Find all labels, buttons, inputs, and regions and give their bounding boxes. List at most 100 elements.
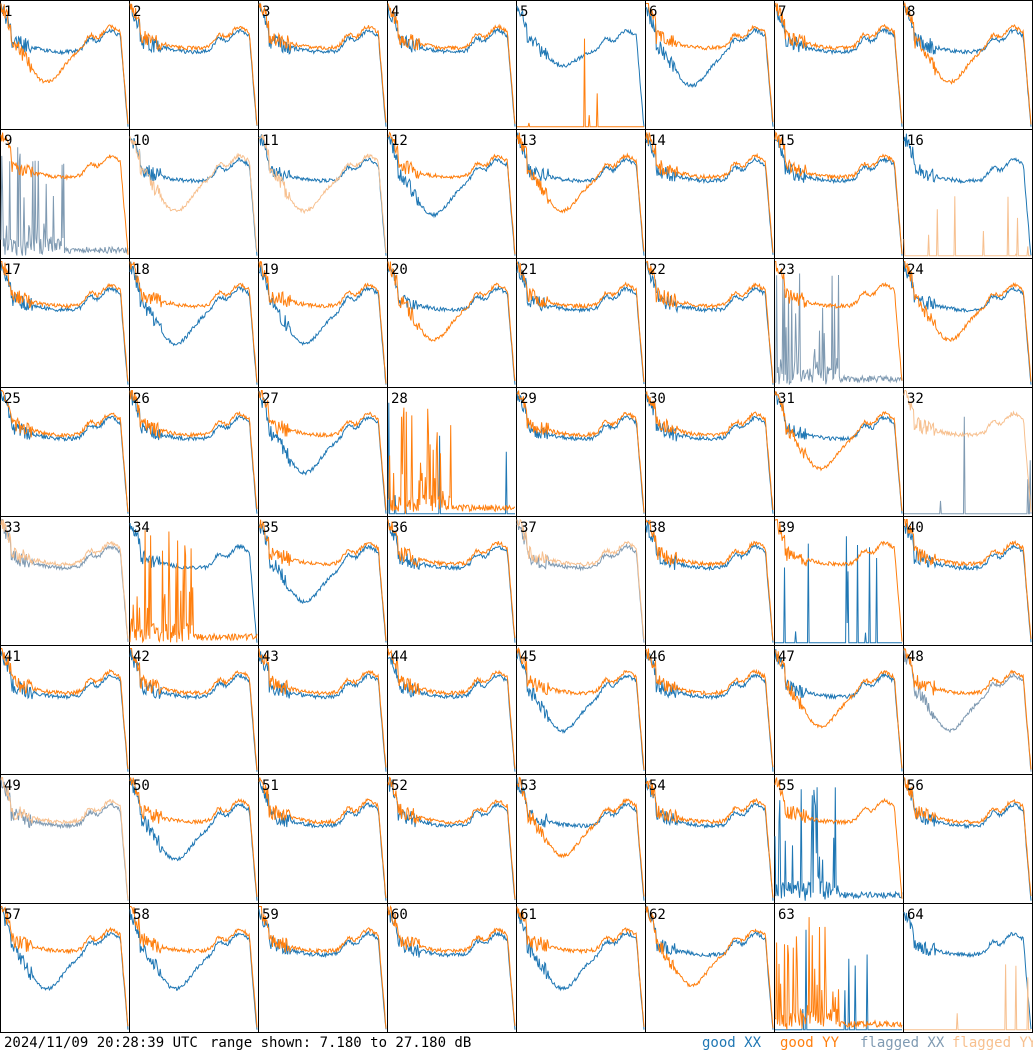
series-yy-line xyxy=(1,906,129,1027)
panel-29: 29 xyxy=(516,387,646,517)
panel-31: 31 xyxy=(774,387,904,517)
series-xx-line xyxy=(645,905,774,1030)
panel-label: 30 xyxy=(649,391,666,407)
series-xx-line xyxy=(387,522,516,643)
panel-1: 1 xyxy=(0,0,130,130)
series-yy-line xyxy=(903,1,1032,125)
panel-label: 26 xyxy=(133,391,150,407)
series-yy-line xyxy=(258,390,387,511)
panel-37: 37 xyxy=(516,516,646,646)
panel-54: 54 xyxy=(645,774,775,904)
panel-label: 23 xyxy=(778,262,795,278)
panel-25: 25 xyxy=(0,387,130,517)
footer-bar: 2024/11/09 20:28:39 UTC range shown: 7.1… xyxy=(0,1033,1033,1053)
panel-label: 49 xyxy=(4,778,21,794)
panel-label: 7 xyxy=(778,4,786,20)
series-yy-line xyxy=(258,3,387,123)
series-yy-line xyxy=(774,2,903,124)
panel-label: 40 xyxy=(907,520,924,536)
legend-good-xx: good XX xyxy=(702,1035,762,1051)
panel-64: 64 xyxy=(903,903,1033,1033)
panel-53: 53 xyxy=(516,774,646,904)
panel-56: 56 xyxy=(903,774,1033,904)
panel-55: 55 xyxy=(774,774,904,904)
panel-label: 21 xyxy=(520,262,537,278)
panel-frame xyxy=(387,387,517,517)
series-xx-line xyxy=(903,3,1032,127)
series-yy-line xyxy=(130,906,258,1028)
panel-label: 47 xyxy=(778,649,795,665)
panel-frame xyxy=(387,645,517,775)
series-xx-line xyxy=(0,518,129,642)
panel-label: 44 xyxy=(391,649,408,665)
panel-label: 37 xyxy=(520,520,537,536)
panel-14: 14 xyxy=(645,129,775,259)
series-yy-line xyxy=(0,132,129,255)
series-xx-line xyxy=(0,147,129,256)
panel-frame xyxy=(645,0,775,130)
series-yy-line xyxy=(387,519,516,639)
series-yy-line xyxy=(903,647,1032,770)
panel-19: 19 xyxy=(258,258,388,388)
panel-label: 50 xyxy=(133,778,150,794)
panel-frame xyxy=(387,903,517,1033)
series-xx-line xyxy=(903,648,1032,772)
panel-label: 57 xyxy=(4,907,21,923)
panel-frame xyxy=(0,387,130,517)
series-yy-line xyxy=(904,519,1032,639)
series-yy-line xyxy=(0,3,129,125)
series-xx-line xyxy=(645,133,774,255)
panel-frame xyxy=(258,0,388,130)
panel-frame xyxy=(903,387,1033,517)
series-yy-line xyxy=(645,260,774,384)
panel-frame xyxy=(0,645,130,775)
panel-label: 63 xyxy=(778,907,795,923)
series-yy-line xyxy=(903,196,1031,258)
panel-label: 6 xyxy=(649,4,657,20)
panel-label: 61 xyxy=(520,907,537,923)
panel-15: 15 xyxy=(774,129,904,259)
series-yy-line xyxy=(903,390,1032,513)
series-yy-line xyxy=(258,648,387,768)
panel-label: 20 xyxy=(391,262,408,278)
panel-frame xyxy=(129,645,259,775)
panel-label: 53 xyxy=(520,778,537,794)
panel-frame xyxy=(387,0,517,130)
panel-46: 46 xyxy=(645,645,775,775)
panel-frame xyxy=(258,645,388,775)
panel-label: 64 xyxy=(907,907,924,923)
panel-label: 41 xyxy=(4,649,21,665)
legend-flagged-xx: flagged XX xyxy=(860,1035,945,1051)
panel-frame xyxy=(645,903,775,1033)
series-yy-line xyxy=(516,646,645,770)
panel-label: 4 xyxy=(391,4,399,20)
series-xx-line xyxy=(258,134,387,256)
panel-49: 49 xyxy=(0,774,130,904)
panel-38: 38 xyxy=(645,516,775,646)
series-yy-line xyxy=(516,776,645,897)
series-xx-line xyxy=(129,137,258,256)
panel-label: 15 xyxy=(778,133,795,149)
panel-label: 2 xyxy=(133,4,141,20)
panel-frame xyxy=(258,516,388,646)
panel-50: 50 xyxy=(129,774,259,904)
panel-label: 60 xyxy=(391,907,408,923)
series-yy-line xyxy=(1,390,129,512)
series-yy-line xyxy=(516,906,645,1028)
panel-frame xyxy=(645,258,775,388)
panel-frame xyxy=(0,129,130,259)
panel-44: 44 xyxy=(387,645,517,775)
series-yy-line xyxy=(775,261,903,381)
panel-frame xyxy=(516,387,646,517)
panel-frame xyxy=(774,0,904,130)
series-yy-line xyxy=(774,391,903,512)
panel-label: 9 xyxy=(4,133,12,149)
panel-frame xyxy=(645,516,775,646)
series-yy-line xyxy=(1,648,129,770)
series-xx-line xyxy=(516,132,645,256)
panel-61: 61 xyxy=(516,903,646,1033)
panel-frame xyxy=(258,903,388,1033)
series-xx-line xyxy=(129,3,258,126)
panel-frame xyxy=(645,387,775,517)
